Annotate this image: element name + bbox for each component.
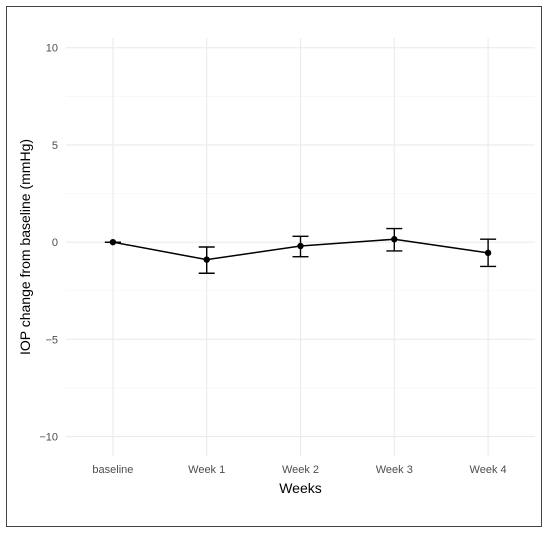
x-tick-label: Week 3 (376, 464, 413, 476)
y-tick-labels: 10 5 0 −5 −10 (39, 43, 58, 444)
series-0 (104, 227, 497, 274)
x-tick-label: Week 1 (188, 464, 225, 476)
x-tick-label: Week 4 (470, 464, 507, 476)
data-point (109, 238, 117, 246)
data-point (203, 256, 210, 263)
data-point (391, 236, 398, 243)
y-tick-label: 0 (52, 237, 58, 249)
y-tick-label: −10 (39, 432, 58, 444)
x-axis-title: Weeks (279, 480, 322, 496)
y-axis-title: IOP change from baseline (mmHg) (17, 139, 33, 355)
major-gridlines (66, 38, 535, 456)
x-tick-label: baseline (92, 464, 133, 476)
figure-frame (6, 6, 542, 527)
data-point (484, 249, 492, 257)
data-point (297, 242, 304, 250)
x-tick-label: Week 2 (282, 464, 319, 476)
x-tick-labels: baseline Week 1 Week 2 Week 3 Week 4 (92, 464, 506, 476)
y-tick-label: 10 (46, 43, 58, 55)
y-tick-label: −5 (45, 334, 58, 346)
y-tick-label: 5 (52, 140, 58, 152)
